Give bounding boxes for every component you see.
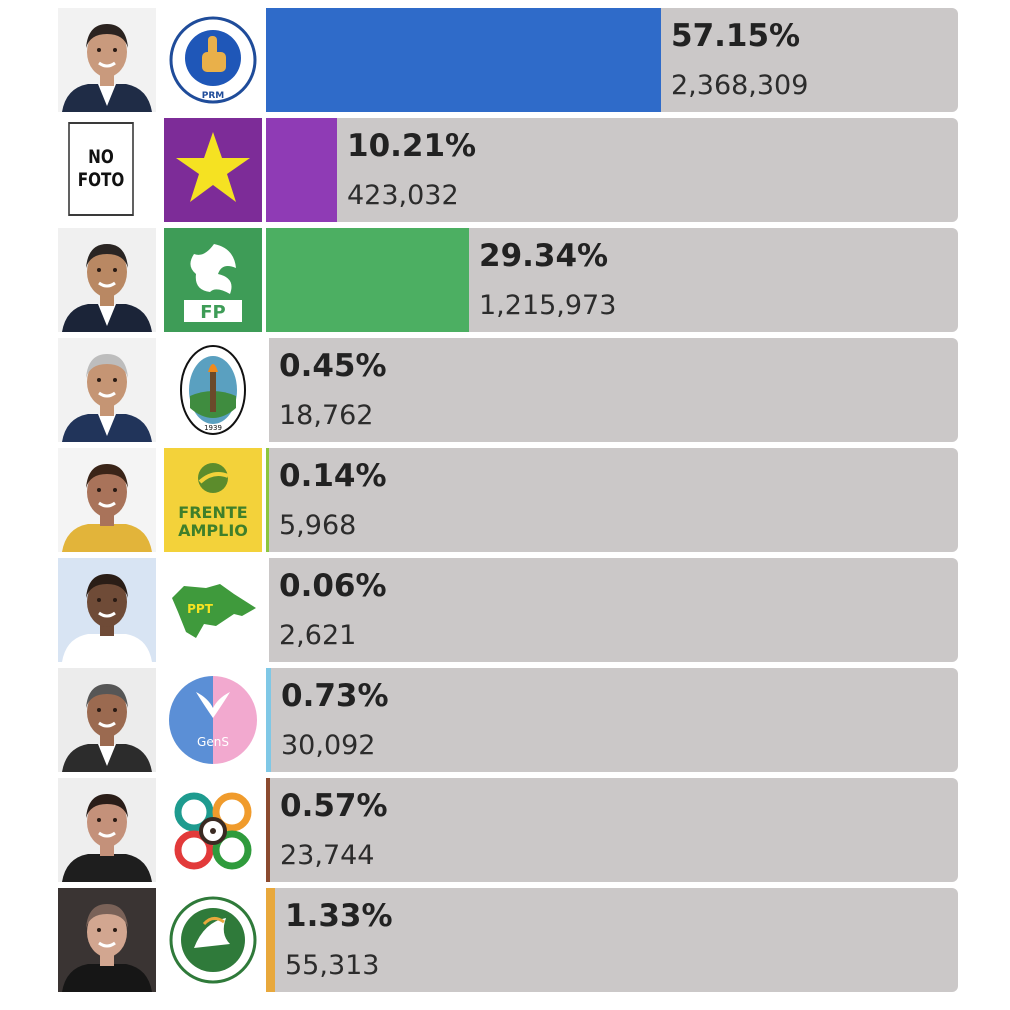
party-logo: GenS	[164, 668, 262, 772]
bar-track: 1.33% 55,313	[266, 888, 958, 992]
percent-label: 0.73%	[281, 678, 389, 714]
percent-label: 0.06%	[279, 568, 387, 604]
bar-fill	[266, 118, 337, 222]
candidate-photo-art	[58, 668, 156, 772]
bar-fill	[266, 8, 661, 112]
candidate-photo-art	[58, 448, 156, 552]
candidate-photo	[58, 448, 156, 552]
svg-text:AMPLIO: AMPLIO	[178, 521, 248, 540]
vote-count: 2,368,309	[671, 70, 809, 101]
bar-fill	[266, 338, 269, 442]
percent-label: 0.45%	[279, 348, 387, 384]
party-logo	[164, 778, 262, 882]
party-logo: FRENTE AMPLIO	[164, 448, 262, 552]
svg-text:PRM: PRM	[202, 91, 225, 101]
percent-label: 29.34%	[479, 238, 609, 274]
bar-track: 57.15% 2,368,309	[266, 8, 958, 112]
no-photo-placeholder: NO FOTO	[68, 122, 134, 216]
party-logo: PRM	[164, 8, 262, 112]
svg-text:FRENTE: FRENTE	[178, 503, 247, 522]
party-logo: FP	[164, 228, 262, 332]
bar-fill	[266, 558, 269, 662]
result-row: FP 29.34% 1,215,973	[0, 228, 1010, 332]
vote-count: 423,032	[347, 180, 459, 211]
candidate-photo-art	[58, 338, 156, 442]
candidate-photo-art	[58, 778, 156, 882]
party-logo-art	[164, 888, 262, 992]
candidate-photo	[58, 668, 156, 772]
result-row: PPT 0.06% 2,621	[0, 558, 1010, 662]
candidate-photo	[58, 778, 156, 882]
result-row: PRM 57.15% 2,368,309	[0, 8, 1010, 112]
candidate-photo	[58, 338, 156, 442]
candidate-photo	[58, 8, 156, 112]
vote-count: 23,744	[280, 840, 375, 871]
bar-track: 10.21% 423,032	[266, 118, 958, 222]
vote-count: 5,968	[279, 510, 357, 541]
vote-count: 30,092	[281, 730, 376, 761]
svg-text:GenS: GenS	[197, 735, 229, 749]
party-logo	[164, 118, 262, 222]
result-row: 1.33% 55,313	[0, 888, 1010, 992]
candidate-photo-art	[58, 558, 156, 662]
party-logo-art: 1939	[164, 338, 262, 442]
party-logo: 1939	[164, 338, 262, 442]
bar-fill	[266, 778, 270, 882]
candidate-photo	[58, 228, 156, 332]
party-logo-art: PRM	[164, 8, 262, 112]
result-row: 0.57% 23,744	[0, 778, 1010, 882]
candidate-photo-art	[58, 8, 156, 112]
party-logo	[164, 888, 262, 992]
vote-count: 2,621	[279, 620, 357, 651]
svg-text:FP: FP	[200, 302, 226, 323]
party-logo: PPT	[164, 558, 262, 662]
bar-fill	[266, 668, 271, 772]
percent-label: 0.57%	[280, 788, 388, 824]
party-logo-art: PPT	[164, 558, 262, 662]
candidate-photo-art	[58, 888, 156, 992]
bar-track: 29.34% 1,215,973	[266, 228, 958, 332]
vote-count: 18,762	[279, 400, 374, 431]
bar-track: 0.57% 23,744	[266, 778, 958, 882]
bar-track: 0.06% 2,621	[266, 558, 958, 662]
vote-count: 55,313	[285, 950, 380, 981]
party-logo-art: GenS	[164, 668, 262, 772]
percent-label: 0.14%	[279, 458, 387, 494]
party-logo-art	[164, 778, 262, 882]
result-row: 1939 0.45% 18,762	[0, 338, 1010, 442]
party-logo-art: FP	[164, 228, 262, 332]
result-row: GenS 0.73% 30,092	[0, 668, 1010, 772]
vote-count: 1,215,973	[479, 290, 617, 321]
bar-track: 0.45% 18,762	[266, 338, 958, 442]
svg-text:PPT: PPT	[187, 602, 214, 616]
percent-label: 1.33%	[285, 898, 393, 934]
percent-label: 10.21%	[347, 128, 477, 164]
party-logo-art	[164, 118, 262, 222]
svg-text:1939: 1939	[204, 424, 222, 432]
bar-fill	[266, 448, 269, 552]
result-row: FRENTE AMPLIO 0.14% 5,968	[0, 448, 1010, 552]
bar-fill	[266, 228, 469, 332]
candidate-photo	[58, 558, 156, 662]
bar-track: 0.73% 30,092	[266, 668, 958, 772]
candidate-photo	[58, 888, 156, 992]
bar-track: 0.14% 5,968	[266, 448, 958, 552]
percent-label: 57.15%	[671, 18, 801, 54]
candidate-photo-art	[58, 228, 156, 332]
bar-fill	[266, 888, 275, 992]
result-row: NO FOTO 10.21% 423,032	[0, 118, 1010, 222]
